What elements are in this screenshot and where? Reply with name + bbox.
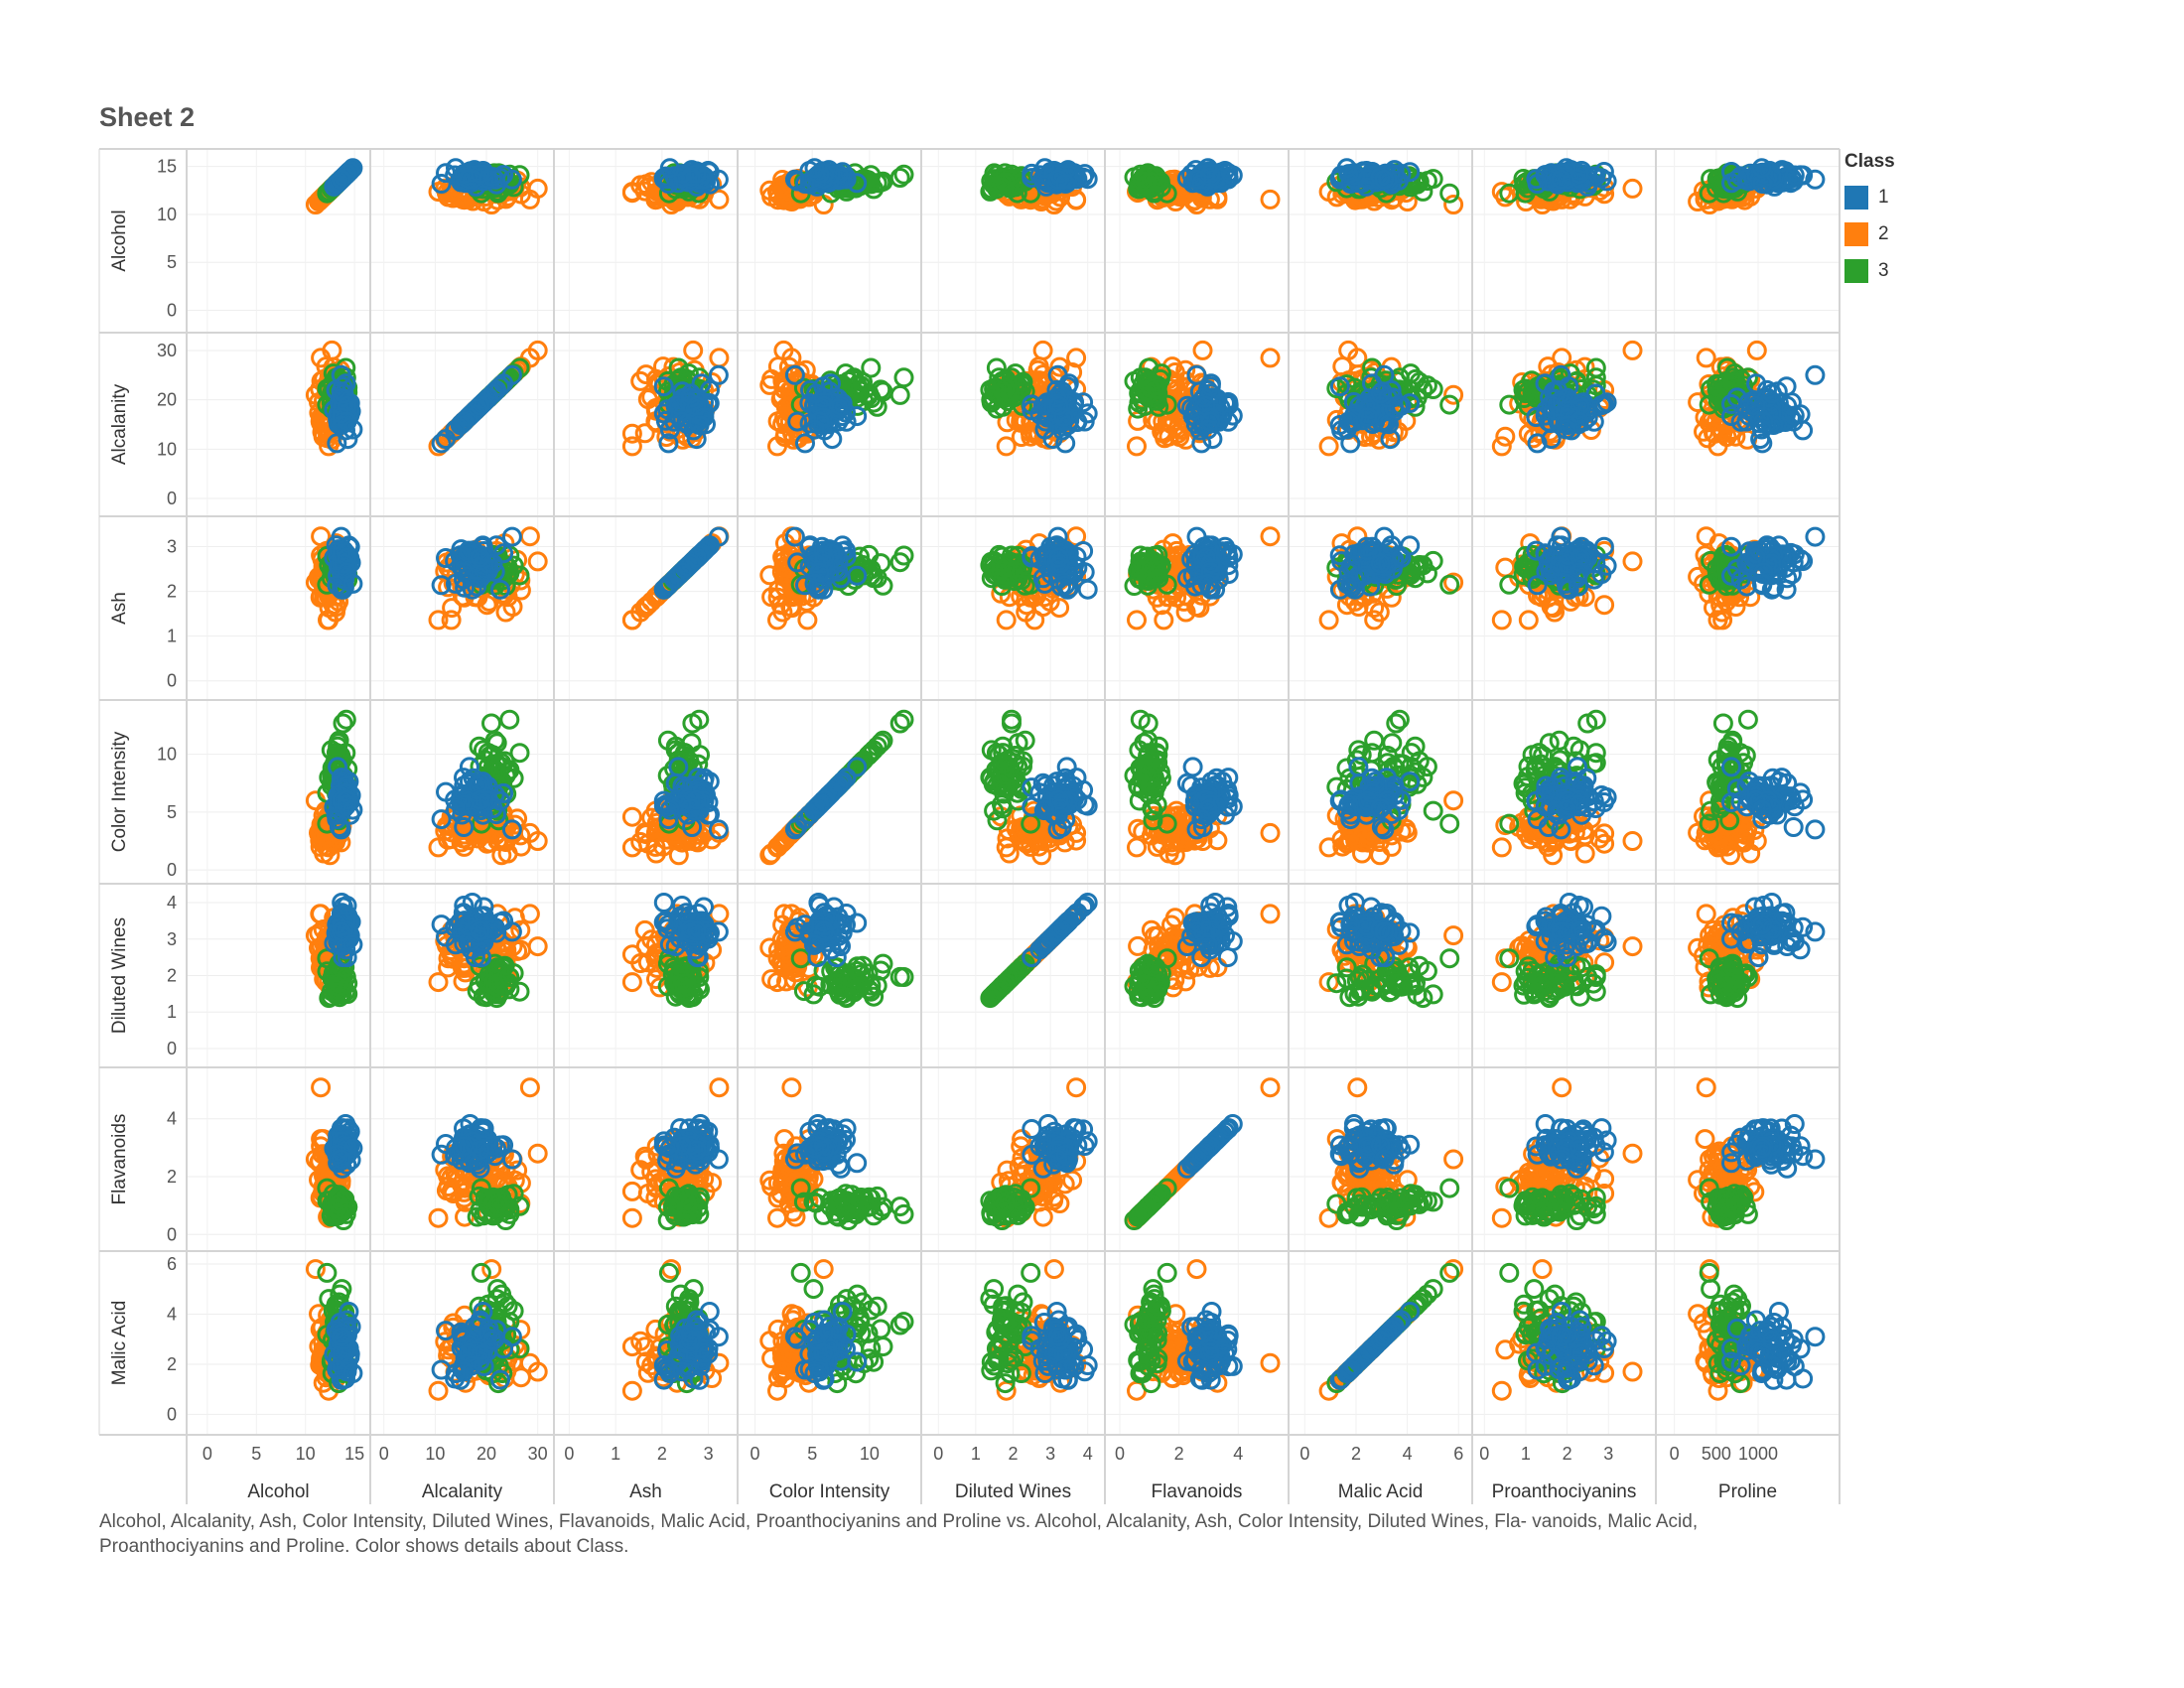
scatter-point-class-2 — [621, 182, 642, 203]
scatter-point-class-1 — [331, 169, 351, 190]
scatter-point-class-1 — [337, 164, 357, 185]
scatter-point-class-2 — [305, 195, 326, 214]
scatter-point-class-3 — [893, 164, 914, 185]
scatter-point-class-3 — [1130, 164, 1151, 185]
scatter-point-class-1 — [431, 174, 452, 194]
scatter-point-class-3 — [893, 367, 914, 388]
scatter-point-class-2 — [621, 436, 642, 457]
scatter-point-class-1 — [708, 169, 729, 190]
scatter-point-class-1 — [784, 169, 805, 190]
scatter-point-class-1 — [1336, 158, 1357, 179]
scatter-point-class-2 — [646, 186, 666, 207]
scatter-point-class-1 — [1197, 158, 1218, 179]
scatter-point-class-2 — [797, 610, 818, 631]
scatter-point-class-2 — [519, 526, 540, 547]
scatter-point-class-1 — [1391, 164, 1412, 184]
scatter-point-class-1 — [686, 164, 707, 184]
scatter-point-class-2 — [709, 348, 730, 368]
scatter-point-class-1 — [459, 169, 478, 190]
scatter-point-class-1 — [446, 158, 466, 179]
scatter-point-class-2 — [1127, 610, 1147, 631]
scatter-point-class-1 — [1034, 158, 1055, 179]
scatter-point-class-2 — [996, 436, 1017, 457]
scatter-point-class-1 — [1047, 169, 1068, 190]
scatter-point-class-1 — [1370, 167, 1391, 188]
scatter-point-class-3 — [1439, 394, 1460, 415]
scatter-point-class-3 — [1002, 164, 1022, 185]
scatter-point-class-1 — [795, 174, 815, 194]
scatter-point-class-2 — [1260, 189, 1281, 210]
scatter-point-class-1 — [342, 158, 363, 179]
scatter-point-class-2 — [1491, 436, 1512, 457]
scatter-point-class-2 — [1318, 436, 1339, 457]
scatter-point-class-2 — [1043, 195, 1064, 214]
scatter-point-class-3 — [889, 384, 910, 405]
scatter-point-class-1 — [809, 164, 830, 185]
scatter-point-class-3 — [1439, 183, 1460, 204]
scatter-point-class-1 — [659, 158, 680, 179]
scatter-point-class-2 — [1443, 384, 1464, 405]
points-layer — [305, 158, 1826, 1401]
scatter-point-class-1 — [1805, 364, 1826, 385]
page-title: Sheet 2 — [99, 102, 196, 132]
scatter-point-class-2 — [1696, 348, 1716, 368]
scatter-point-class-2 — [1495, 426, 1516, 447]
scatter-point-class-2 — [709, 189, 730, 210]
scatter-point-class-2 — [1260, 348, 1281, 368]
scatter-point-class-1 — [1186, 169, 1207, 190]
scatter-point-class-2 — [311, 526, 332, 547]
scatter-point-class-2 — [527, 178, 548, 199]
scatter-point-class-1 — [501, 169, 522, 190]
scatter-point-class-3 — [1157, 183, 1177, 204]
scatter-point-class-2 — [1443, 195, 1464, 214]
scatter-point-class-3 — [981, 171, 1002, 192]
scatter-point-class-1 — [672, 164, 692, 185]
scatter-point-class-2 — [1622, 178, 1643, 199]
scatter-point-class-2 — [1260, 526, 1281, 547]
scatter-point-class-2 — [996, 610, 1017, 631]
scatter-point-class-1 — [482, 167, 503, 188]
scatter-point-class-2 — [1186, 195, 1207, 214]
scatter-point-class-2 — [634, 181, 655, 202]
scatter-point-class-1 — [804, 158, 825, 179]
scatter-point-class-1 — [1074, 164, 1095, 185]
scatter-point-class-2 — [1066, 189, 1087, 210]
scatter-point-class-1 — [653, 169, 674, 190]
scatter-point-class-2 — [1127, 436, 1147, 457]
scatter-point-class-1 — [327, 174, 347, 194]
scatterplot-matrix: 051015Alcohol0102030Alcalanity0123Ash051… — [98, 148, 1841, 1504]
scatter-point-class-1 — [1374, 169, 1395, 190]
